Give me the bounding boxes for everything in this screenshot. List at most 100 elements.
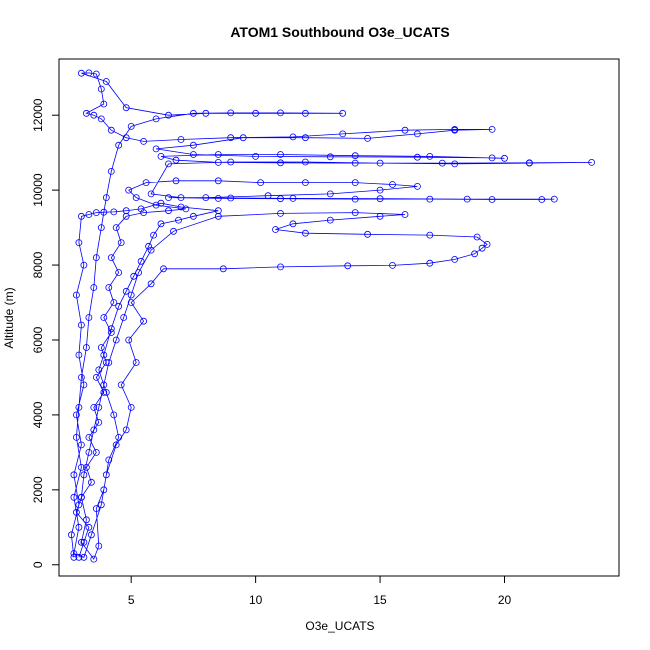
data-point: [95, 542, 103, 550]
data-point: [165, 194, 172, 202]
data-point: [301, 229, 309, 237]
data-point: [227, 158, 235, 166]
data-point: [73, 291, 80, 299]
data-point: [80, 261, 88, 269]
x-tick-label: 15: [373, 593, 387, 607]
data-point: [107, 254, 115, 262]
series-line: [70, 72, 592, 560]
data-point: [376, 159, 384, 167]
data-point: [172, 156, 180, 164]
data-point: [75, 553, 83, 561]
data-point: [85, 448, 93, 456]
data-point: [73, 411, 80, 419]
data-point: [127, 299, 135, 306]
data-point: [105, 359, 113, 366]
data-point: [117, 239, 125, 247]
data-point: [90, 284, 98, 291]
data-point: [85, 523, 93, 531]
data-point: [115, 269, 123, 276]
data-point: [75, 351, 83, 359]
data-point: [70, 550, 78, 557]
data-point: [389, 261, 396, 269]
data-point: [175, 216, 182, 224]
data-point: [202, 194, 210, 202]
data-point: [376, 212, 384, 220]
data-point: [526, 159, 533, 167]
data-point: [214, 158, 222, 166]
data-point: [177, 194, 185, 202]
data-point: [107, 329, 115, 336]
data-point: [137, 257, 145, 265]
data-point: [257, 179, 265, 187]
plot-marks: [68, 69, 595, 563]
data-point: [239, 134, 247, 142]
data-point: [130, 272, 138, 280]
data-point: [147, 246, 155, 254]
data-point: [301, 158, 309, 166]
data-point: [127, 291, 135, 299]
data-point: [227, 194, 235, 202]
data-point: [182, 205, 190, 213]
data-point: [488, 154, 496, 162]
data-point: [135, 269, 143, 276]
data-point: [132, 359, 140, 366]
data-point: [97, 85, 105, 93]
data-point: [137, 205, 145, 213]
data-point: [165, 160, 172, 168]
data-point: [75, 239, 83, 247]
data-point: [177, 136, 185, 143]
data-point: [78, 441, 85, 449]
data-point: [189, 141, 197, 149]
data-point: [326, 153, 334, 161]
data-point: [488, 196, 496, 203]
data-point: [107, 325, 115, 333]
data-point: [115, 433, 123, 441]
data-point: [92, 448, 100, 456]
y-tick-label: 6000: [31, 326, 45, 353]
data-point: [107, 126, 115, 134]
data-point: [214, 151, 222, 158]
data-point: [90, 426, 98, 434]
data-point: [73, 508, 80, 516]
data-point: [301, 179, 309, 187]
data-point: [85, 314, 93, 321]
data-point: [473, 233, 481, 241]
data-point: [75, 523, 83, 531]
data-point: [214, 177, 222, 185]
data-point: [80, 538, 88, 546]
data-point: [92, 209, 100, 217]
data-point: [147, 190, 155, 198]
data-point: [102, 78, 110, 85]
data-point: [364, 134, 372, 142]
data-point: [172, 177, 180, 185]
data-point: [165, 111, 172, 119]
data-point: [92, 373, 100, 381]
data-point: [326, 190, 334, 198]
data-point: [102, 359, 110, 366]
data-point: [107, 167, 115, 175]
data-point: [117, 381, 125, 389]
data-point: [70, 471, 78, 479]
data-point: [339, 109, 347, 117]
data-point: [538, 196, 546, 203]
data-point: [90, 555, 98, 563]
data-point: [68, 531, 75, 539]
data-point: [389, 181, 396, 188]
y-tick-label: 4000: [31, 401, 45, 428]
data-point: [75, 501, 83, 509]
data-point: [102, 388, 110, 396]
data-point: [83, 109, 90, 117]
data-point: [478, 244, 486, 252]
data-point: [83, 463, 90, 471]
data-point: [120, 314, 128, 321]
data-point: [100, 486, 108, 494]
data-point: [100, 388, 108, 396]
data-point: [150, 231, 158, 239]
data-point: [78, 69, 85, 77]
data-point: [83, 344, 90, 351]
data-point: [277, 151, 284, 158]
data-point: [92, 505, 100, 513]
data-point: [277, 195, 284, 203]
data-point: [100, 100, 108, 108]
data-point: [110, 208, 118, 216]
